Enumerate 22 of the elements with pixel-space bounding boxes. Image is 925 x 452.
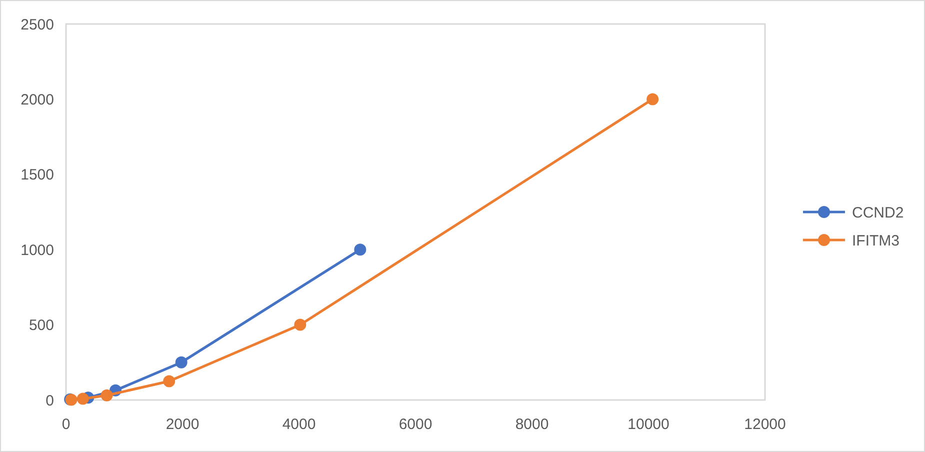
- y-tick-label: 1000: [20, 242, 54, 259]
- point: [100, 389, 113, 402]
- y-tick-label: 2000: [20, 91, 54, 108]
- point: [294, 318, 306, 331]
- y-tick-label: 500: [28, 317, 54, 334]
- point: [76, 392, 89, 405]
- y-tick-label: 0: [46, 392, 54, 410]
- point: [354, 244, 366, 256]
- x-tick-label: 0: [62, 416, 70, 433]
- point: [646, 93, 659, 106]
- y-tick-label: 2500: [20, 16, 54, 34]
- y-tick-label: 1500: [20, 166, 54, 184]
- point: [175, 356, 188, 368]
- point: [163, 375, 176, 388]
- x-tick-label: 12000: [744, 416, 786, 433]
- legend-label: CCND2: [852, 204, 904, 222]
- x-tick-label: 2000: [166, 416, 200, 433]
- legend-label: IFITM3: [852, 232, 900, 250]
- x-tick-label: 10000: [628, 416, 670, 433]
- x-tick-label: 6000: [398, 416, 432, 433]
- x-tick-label: 4000: [282, 416, 316, 433]
- x-tick-label: 8000: [515, 416, 549, 433]
